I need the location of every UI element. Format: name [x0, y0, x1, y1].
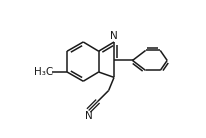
Text: N: N	[110, 31, 118, 41]
Text: N: N	[85, 111, 92, 121]
Text: H₃C: H₃C	[34, 67, 53, 77]
